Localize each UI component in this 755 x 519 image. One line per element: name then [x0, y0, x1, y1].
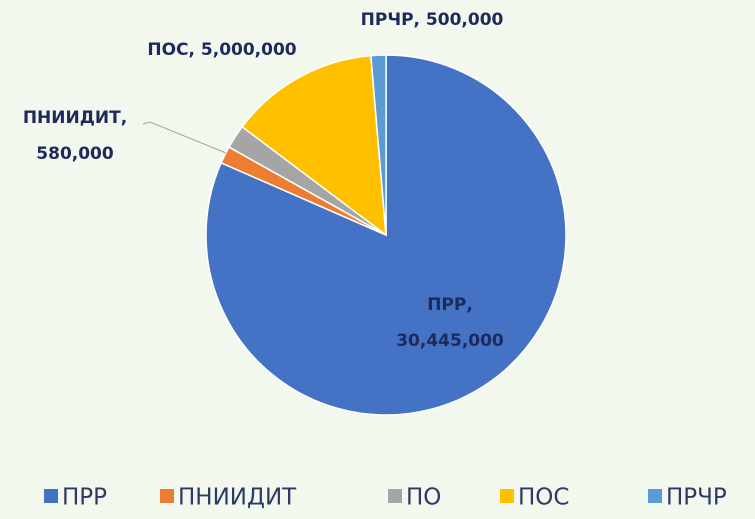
pie-slice	[370, 54, 387, 236]
data-label-category: ПНИИДИТ	[23, 108, 121, 128]
legend-label: ПРР	[62, 485, 107, 511]
legend-label: ПНИИДИТ	[178, 485, 297, 511]
data-label: ПОС, 5,000,000	[147, 40, 296, 60]
data-label: ПРР,	[427, 295, 473, 315]
data-label-separator: ,	[414, 10, 426, 30]
data-label: ПРЧР, 500,000	[361, 10, 504, 30]
data-label-separator: ,	[466, 295, 472, 315]
legend-swatch	[388, 489, 402, 503]
legend-swatch	[648, 489, 662, 503]
data-label-value: 500,000	[426, 10, 504, 30]
data-label-category: ПРЧР	[361, 10, 414, 30]
legend-swatch	[44, 489, 58, 503]
data-label-value: 580,000	[36, 144, 114, 164]
legend-swatch	[160, 489, 174, 503]
data-label-category: ПРР	[427, 295, 466, 315]
pie-slice	[241, 54, 387, 237]
data-label: ПНИИДИТ,	[23, 108, 127, 128]
data-label-separator: ,	[121, 108, 127, 128]
data-label-category: ПОС	[147, 40, 188, 60]
legend-label: ПРЧР	[666, 485, 727, 511]
data-label-value: 5,000,000	[201, 40, 297, 60]
data-label-separator: ,	[189, 40, 201, 60]
leader-line	[142, 121, 227, 154]
legend-swatch	[500, 489, 514, 503]
legend-label: ПОС	[518, 485, 569, 511]
legend-label: ПО	[406, 485, 441, 511]
data-label-value: 30,445,000	[396, 331, 504, 351]
